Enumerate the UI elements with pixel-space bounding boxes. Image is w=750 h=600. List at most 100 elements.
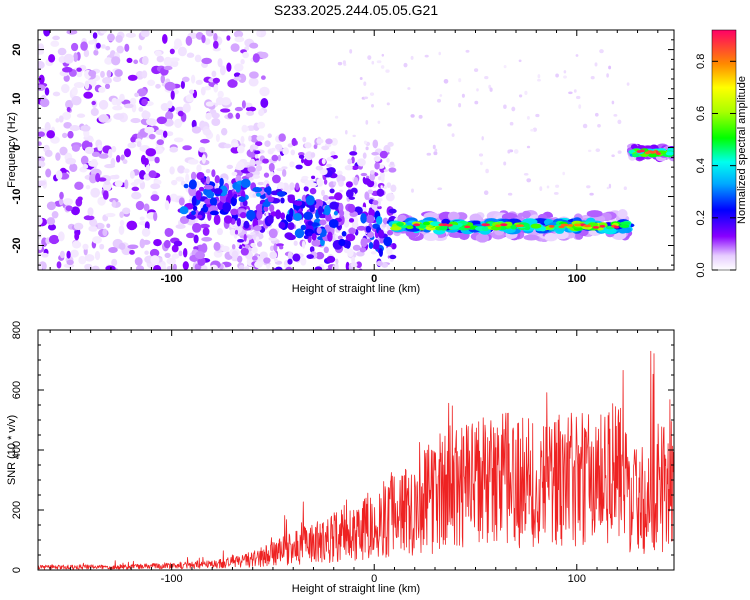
heatmap-cell bbox=[126, 220, 138, 231]
colorbar-ticks: 0.0 0.2 0.4 0.6 0.8 bbox=[695, 54, 736, 278]
heatmap-cell bbox=[51, 210, 59, 219]
heatmap-cell bbox=[50, 40, 60, 47]
heatmap-cell bbox=[507, 192, 513, 196]
heatmap-cell bbox=[364, 191, 370, 201]
heatmap-cell bbox=[345, 233, 356, 242]
heatmap-cell bbox=[613, 114, 618, 117]
heatmap-cell bbox=[236, 218, 241, 227]
heatmap-cell bbox=[379, 198, 383, 202]
y-tick-label: 400 bbox=[11, 441, 23, 459]
heatmap-cell bbox=[276, 191, 286, 197]
heatmap-cell bbox=[76, 67, 82, 72]
heatmap-cell bbox=[201, 34, 206, 44]
heatmap-cell bbox=[199, 223, 210, 229]
heatmap-cell bbox=[119, 219, 125, 227]
heatmap-cell bbox=[369, 172, 376, 182]
heatmap-cell bbox=[617, 150, 622, 154]
heatmap-cell bbox=[255, 164, 263, 172]
heatmap-cell bbox=[282, 169, 287, 177]
heatmap-cell bbox=[465, 49, 470, 53]
heatmap-cell bbox=[38, 180, 47, 186]
heatmap-cell bbox=[330, 151, 336, 156]
heatmap-cell bbox=[383, 144, 391, 153]
heatmap-cell bbox=[313, 144, 318, 150]
heatmap-cell bbox=[254, 160, 262, 166]
colorbar: 0.0 0.2 0.4 0.6 0.8 Normalized spectral ampl… bbox=[695, 29, 748, 278]
heatmap-cell bbox=[476, 88, 479, 92]
heatmap-cell bbox=[182, 247, 188, 258]
heatmap-cell bbox=[88, 160, 99, 167]
heatmap-cell bbox=[544, 232, 558, 242]
heatmap-cell bbox=[85, 185, 91, 190]
heatmap-cell bbox=[111, 56, 121, 66]
heatmap-cell bbox=[599, 224, 606, 228]
heatmap-cell bbox=[170, 90, 175, 100]
heatmap-cell bbox=[426, 152, 432, 156]
heatmap-cell bbox=[328, 219, 339, 228]
heatmap-cell bbox=[359, 247, 367, 253]
heatmap-cell bbox=[348, 272, 354, 279]
heatmap-cell bbox=[372, 200, 379, 206]
heatmap-cell bbox=[191, 119, 197, 129]
heatmap-cell bbox=[44, 87, 50, 96]
heatmap-cell bbox=[82, 163, 89, 170]
heatmap-cell bbox=[329, 201, 339, 210]
heatmap-cell bbox=[351, 165, 359, 171]
heatmap-cell bbox=[127, 244, 139, 250]
heatmap-cell bbox=[80, 125, 91, 132]
heatmap-cell bbox=[280, 212, 286, 220]
heatmap-cell bbox=[238, 73, 247, 84]
heatmap-cell bbox=[252, 145, 259, 150]
heatmap-cell bbox=[186, 232, 195, 239]
heatmap-cell bbox=[66, 250, 71, 259]
heatmap-cell bbox=[135, 265, 145, 270]
heatmap-cell bbox=[178, 197, 185, 206]
heatmap-cell bbox=[267, 196, 274, 203]
heatmap-cell bbox=[104, 163, 116, 169]
heatmap-cell bbox=[234, 63, 244, 72]
heatmap-cell bbox=[52, 91, 61, 97]
heatmap-cell bbox=[345, 261, 350, 270]
heatmap-cell bbox=[175, 176, 185, 182]
heatmap-cell bbox=[99, 243, 105, 250]
heatmap-cell bbox=[390, 184, 397, 193]
heatmap-cell bbox=[269, 251, 278, 260]
heatmap-cell bbox=[367, 189, 374, 195]
heatmap-cell bbox=[583, 224, 592, 228]
heatmap-cell bbox=[342, 176, 346, 182]
heatmap-cell bbox=[537, 78, 541, 82]
heatmap-cell bbox=[169, 57, 180, 62]
colorbar-tick-label: 0.4 bbox=[695, 158, 707, 173]
heatmap-cell bbox=[170, 60, 179, 68]
heatmap-cell bbox=[124, 43, 130, 52]
heatmap-cell bbox=[276, 168, 285, 172]
heatmap-cell bbox=[203, 184, 214, 190]
heatmap-cell bbox=[205, 101, 215, 107]
heatmap-cell bbox=[586, 185, 591, 189]
heatmap-cell bbox=[98, 153, 109, 159]
heatmap-cell bbox=[73, 52, 78, 63]
heatmap-cell bbox=[372, 139, 379, 149]
heatmap-cell bbox=[105, 212, 116, 218]
heatmap-cell bbox=[177, 165, 186, 174]
heatmap-cell bbox=[150, 194, 160, 202]
heatmap-cell bbox=[38, 74, 45, 85]
heatmap-cell bbox=[238, 264, 245, 270]
heatmap-cell bbox=[234, 36, 245, 43]
heatmap-cell bbox=[130, 136, 136, 143]
heatmap-cell bbox=[276, 243, 284, 247]
heatmap-cell bbox=[378, 248, 383, 257]
heatmap-cell bbox=[252, 255, 258, 261]
heatmap-cell bbox=[173, 137, 184, 143]
heatmap-cell bbox=[362, 176, 366, 184]
heatmap-cell bbox=[351, 256, 356, 264]
heatmap-cell bbox=[156, 139, 164, 146]
heatmap-cell bbox=[213, 33, 218, 42]
heatmap-cell bbox=[114, 180, 123, 187]
heatmap-cell bbox=[62, 66, 73, 73]
heatmap-cell bbox=[500, 223, 508, 227]
heatmap-cell bbox=[153, 211, 158, 222]
heatmap-cell bbox=[180, 80, 185, 90]
heatmap-cell bbox=[365, 214, 375, 224]
heatmap-cell bbox=[143, 203, 150, 212]
